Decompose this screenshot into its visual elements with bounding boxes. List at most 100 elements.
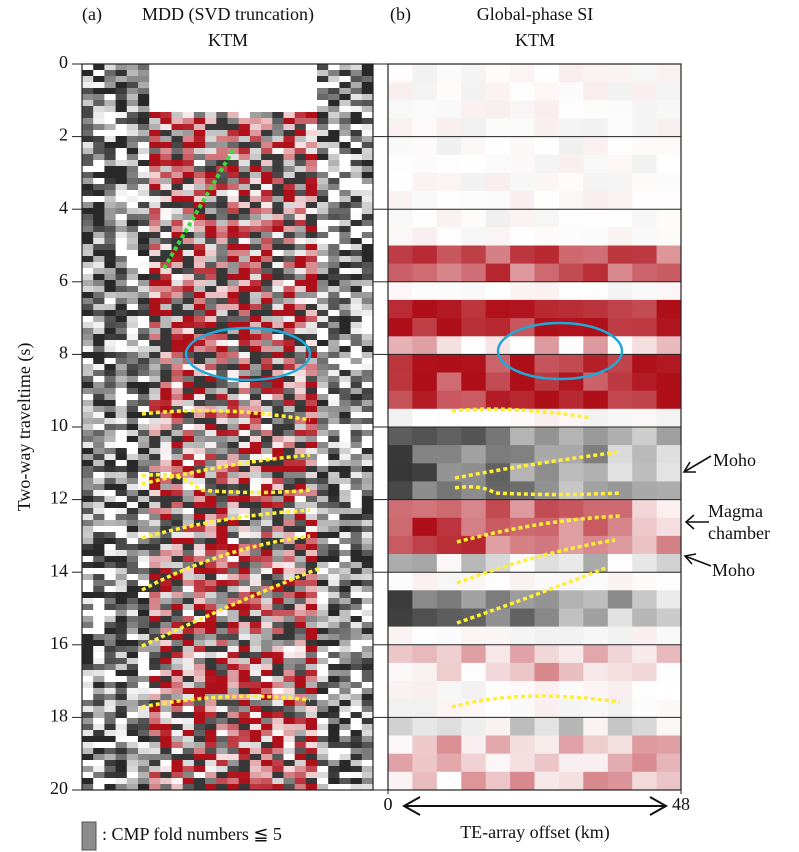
texture-cell <box>362 370 374 377</box>
texture-cell <box>284 274 296 281</box>
texture-cell <box>583 391 608 410</box>
texture-cell <box>388 754 413 773</box>
texture-cell <box>127 124 139 131</box>
texture-cell <box>351 526 363 533</box>
texture-cell <box>160 688 172 695</box>
texture-cell <box>461 481 486 500</box>
texture-cell <box>632 463 657 482</box>
texture-cell <box>205 544 217 551</box>
texture-cell <box>351 280 363 287</box>
texture-cell <box>412 536 437 555</box>
texture-cell <box>172 562 184 569</box>
texture-cell <box>216 424 228 431</box>
texture-cell <box>657 137 682 156</box>
texture-cell <box>272 670 284 677</box>
texture-cell <box>104 124 116 131</box>
texture-cell <box>306 580 318 587</box>
texture-cell <box>239 574 251 581</box>
texture-cell <box>116 166 128 173</box>
texture-cell <box>306 292 318 299</box>
texture-cell <box>228 256 240 263</box>
texture-cell <box>295 136 307 143</box>
texture-cell <box>228 508 240 515</box>
texture-cell <box>82 544 94 551</box>
texture-cell <box>583 282 608 301</box>
texture-cell <box>328 598 340 605</box>
texture-cell <box>216 472 228 479</box>
texture-cell <box>149 520 161 527</box>
texture-cell <box>250 730 262 737</box>
texture-cell <box>127 700 139 707</box>
texture-cell <box>82 256 94 263</box>
texture-cell <box>149 766 161 773</box>
texture-cell <box>559 699 584 718</box>
texture-cell <box>306 250 318 257</box>
texture-cell <box>306 364 318 371</box>
texture-cell <box>93 484 105 491</box>
texture-cell <box>239 130 251 137</box>
texture-cell <box>328 688 340 695</box>
texture-cell <box>535 318 560 337</box>
texture-cell <box>228 658 240 665</box>
texture-cell <box>351 88 363 95</box>
texture-cell <box>172 718 184 725</box>
texture-cell <box>194 112 206 119</box>
texture-cell <box>205 310 217 317</box>
texture-cell <box>250 244 262 251</box>
texture-cell <box>261 604 273 611</box>
texture-cell <box>104 82 116 89</box>
texture-cell <box>362 244 374 251</box>
texture-cell <box>104 754 116 761</box>
texture-cell <box>284 220 296 227</box>
texture-cell <box>284 604 296 611</box>
texture-cell <box>362 268 374 275</box>
texture-cell <box>82 730 94 737</box>
texture-cell <box>82 460 94 467</box>
texture-cell <box>160 460 172 467</box>
texture-cell <box>149 172 161 179</box>
texture-cell <box>261 520 273 527</box>
texture-cell <box>149 646 161 653</box>
texture-cell <box>388 336 413 355</box>
texture-cell <box>351 616 363 623</box>
texture-cell <box>317 82 329 89</box>
texture-cell <box>250 610 262 617</box>
texture-cell <box>160 598 172 605</box>
texture-cell <box>104 238 116 245</box>
texture-cell <box>250 442 262 449</box>
texture-cell <box>535 481 560 500</box>
texture-cell <box>632 481 657 500</box>
texture-cell <box>351 496 363 503</box>
texture-cell <box>339 556 351 563</box>
texture-cell <box>160 64 172 108</box>
texture-cell <box>183 436 195 443</box>
texture-cell <box>306 220 318 227</box>
texture-cell <box>216 760 228 767</box>
texture-cell <box>437 663 462 682</box>
texture-cell <box>461 754 486 773</box>
texture-cell <box>284 628 296 635</box>
texture-cell <box>138 340 150 347</box>
texture-cell <box>149 352 161 359</box>
texture-cell <box>461 717 486 736</box>
texture-cell <box>412 500 437 519</box>
texture-cell <box>295 400 307 407</box>
texture-cell <box>583 463 608 482</box>
texture-cell <box>138 352 150 359</box>
texture-cell <box>82 436 94 443</box>
texture-cell <box>228 742 240 749</box>
texture-cell <box>657 336 682 355</box>
texture-cell <box>116 316 128 323</box>
texture-cell <box>116 142 128 149</box>
texture-cell <box>160 754 172 761</box>
texture-cell <box>183 370 195 377</box>
texture-cell <box>295 262 307 269</box>
texture-cell <box>104 88 116 95</box>
texture-cell <box>295 124 307 131</box>
texture-cell <box>328 658 340 665</box>
texture-cell <box>93 478 105 485</box>
texture-cell <box>461 82 486 101</box>
texture-cell <box>412 463 437 482</box>
texture-cell <box>362 328 374 335</box>
texture-cell <box>328 478 340 485</box>
